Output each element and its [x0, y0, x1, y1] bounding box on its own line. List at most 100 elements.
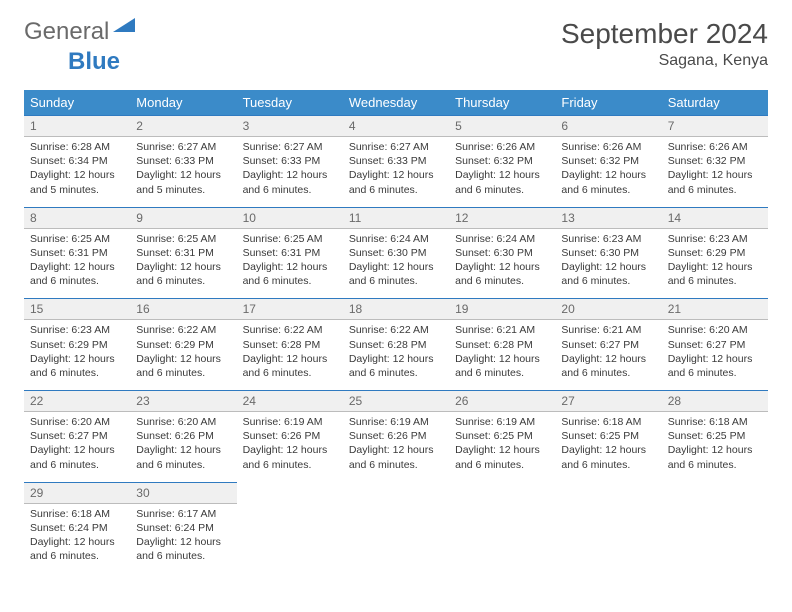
sunset-text: Sunset: 6:32 PM [455, 155, 533, 167]
daylight-text: Daylight: 12 hours and 6 minutes. [668, 353, 753, 379]
daylight-text: Daylight: 12 hours and 6 minutes. [30, 444, 115, 470]
logo-text-general: General [24, 18, 109, 46]
day-number-cell: 8 [24, 207, 130, 228]
daylight-text: Daylight: 12 hours and 6 minutes. [243, 444, 328, 470]
day-number-cell: 6 [555, 116, 661, 137]
daylight-text: Daylight: 12 hours and 6 minutes. [455, 261, 540, 287]
sunset-text: Sunset: 6:31 PM [243, 247, 321, 259]
day-number-cell: 20 [555, 299, 661, 320]
day-content-cell: Sunrise: 6:27 AMSunset: 6:33 PMDaylight:… [130, 137, 236, 208]
month-title: September 2024 [561, 18, 768, 50]
sunrise-text: Sunrise: 6:26 AM [668, 141, 748, 153]
sunset-text: Sunset: 6:27 PM [668, 339, 746, 351]
sunset-text: Sunset: 6:31 PM [30, 247, 108, 259]
day-number-cell: 10 [237, 207, 343, 228]
day-content-cell: Sunrise: 6:18 AMSunset: 6:25 PMDaylight:… [662, 412, 768, 483]
day-content-cell: Sunrise: 6:24 AMSunset: 6:30 PMDaylight:… [343, 228, 449, 299]
day-content-row: Sunrise: 6:28 AMSunset: 6:34 PMDaylight:… [24, 137, 768, 208]
location-label: Sagana, Kenya [561, 52, 768, 70]
day-content-cell: Sunrise: 6:21 AMSunset: 6:27 PMDaylight:… [555, 320, 661, 391]
day-number-cell [237, 482, 343, 503]
sunset-text: Sunset: 6:30 PM [455, 247, 533, 259]
day-number-cell: 17 [237, 299, 343, 320]
sunrise-text: Sunrise: 6:22 AM [136, 324, 216, 336]
day-content-cell: Sunrise: 6:20 AM Sunset: 6:27 PM Daylight:… [662, 320, 768, 391]
weekday-header: Monday [130, 90, 236, 116]
daylight-text: Daylight: 12 hours and 5 minutes. [30, 169, 115, 195]
day-content-cell: Sunrise: 6:25 AMSunset: 6:31 PMDaylight:… [237, 228, 343, 299]
sunrise-text: Sunrise: 6:23 AM [30, 324, 110, 336]
sunset-text: Sunset: 6:30 PM [349, 247, 427, 259]
daylight-text: Daylight: 12 hours and 6 minutes. [349, 353, 434, 379]
sunrise-text: Sunrise: 6:22 AM [243, 324, 323, 336]
sunrise-text: Sunrise: 6:26 AM [455, 141, 535, 153]
daylight-text: Daylight: 12 hours and 6 minutes. [561, 261, 646, 287]
logo: General [24, 18, 137, 46]
weekday-header: Sunday [24, 90, 130, 116]
sunset-text: Sunset: 6:26 PM [136, 430, 214, 442]
daylight-text: Daylight: 12 hours and 5 minutes. [136, 169, 221, 195]
daylight-text: Daylight: 12 hours and 6 minutes. [561, 353, 646, 379]
day-number-row: 891011121314 [24, 207, 768, 228]
calendar-table: SundayMondayTuesdayWednesdayThursdayFrid… [24, 90, 768, 573]
day-content-cell [662, 503, 768, 573]
sunrise-text: Sunrise: 6:26 AM [561, 141, 641, 153]
day-content-cell [343, 503, 449, 573]
day-content-cell: Sunrise: 6:20 AMSunset: 6:27 PMDaylight:… [24, 412, 130, 483]
day-number-cell: 3 [237, 116, 343, 137]
day-content-cell: Sunrise: 6:21 AMSunset: 6:28 PMDaylight:… [449, 320, 555, 391]
sunset-text: Sunset: 6:31 PM [136, 247, 214, 259]
sunset-text: Sunset: 6:28 PM [243, 339, 321, 351]
day-number-cell: 19 [449, 299, 555, 320]
day-content-row: Sunrise: 6:23 AM Sunset: 6:29 PM Daylight:… [24, 320, 768, 391]
day-content-cell: Sunrise: 6:26 AM Sunset: 6:32 PM Daylight:… [555, 137, 661, 208]
day-content-cell: Sunrise: 6:18 AMSunset: 6:24 PMDaylight:… [24, 503, 130, 573]
sunrise-text: Sunrise: 6:25 AM [136, 233, 216, 245]
day-number-cell: 24 [237, 391, 343, 412]
daylight-text: Daylight: 12 hours and 6 minutes. [561, 169, 646, 195]
sunset-text: Sunset: 6:24 PM [30, 522, 108, 534]
day-content-cell: Sunrise: 6:28 AMSunset: 6:34 PMDaylight:… [24, 137, 130, 208]
day-content-cell: Sunrise: 6:19 AM Sunset: 6:26 PM Daylight:… [237, 412, 343, 483]
sunset-text: Sunset: 6:29 PM [668, 247, 746, 259]
day-number-cell [555, 482, 661, 503]
sunrise-text: Sunrise: 6:20 AM [136, 416, 216, 428]
day-number-cell [343, 482, 449, 503]
daylight-text: Daylight: 12 hours and 6 minutes. [455, 353, 540, 379]
day-content-cell: Sunrise: 6:22 AMSunset: 6:29 PMDaylight:… [130, 320, 236, 391]
day-content-cell: Sunrise: 6:25 AMSunset: 6:31 PMDaylight:… [130, 228, 236, 299]
weekday-header-row: SundayMondayTuesdayWednesdayThursdayFrid… [24, 90, 768, 116]
day-number-cell: 15 [24, 299, 130, 320]
weekday-header: Thursday [449, 90, 555, 116]
day-number-cell: 21 [662, 299, 768, 320]
day-content-cell: Sunrise: 6:23 AMSunset: 6:29 PMDaylight:… [662, 228, 768, 299]
sunrise-text: Sunrise: 6:17 AM [136, 508, 216, 520]
sunrise-text: Sunrise: 6:19 AM [243, 416, 323, 428]
day-number-cell: 28 [662, 391, 768, 412]
daylight-text: Daylight: 12 hours and 6 minutes. [668, 444, 753, 470]
weekday-header: Tuesday [237, 90, 343, 116]
sunset-text: Sunset: 6:32 PM [561, 155, 639, 167]
day-number-row: 15161718192021 [24, 299, 768, 320]
day-content-cell: Sunrise: 6:22 AMSunset: 6:28 PMDaylight:… [343, 320, 449, 391]
day-number-cell: 29 [24, 482, 130, 503]
day-number-cell: 30 [130, 482, 236, 503]
logo-text-blue: Blue [68, 48, 120, 75]
day-number-cell: 23 [130, 391, 236, 412]
sunset-text: Sunset: 6:25 PM [561, 430, 639, 442]
sunset-text: Sunset: 6:33 PM [243, 155, 321, 167]
sunset-text: Sunset: 6:26 PM [243, 430, 321, 442]
sunrise-text: Sunrise: 6:21 AM [561, 324, 641, 336]
sunset-text: Sunset: 6:29 PM [30, 339, 108, 351]
sunrise-text: Sunrise: 6:19 AM [455, 416, 535, 428]
day-number-cell: 18 [343, 299, 449, 320]
sunset-text: Sunset: 6:29 PM [136, 339, 214, 351]
sunset-text: Sunset: 6:28 PM [349, 339, 427, 351]
sunrise-text: Sunrise: 6:20 AM [668, 324, 748, 336]
day-number-cell: 1 [24, 116, 130, 137]
day-content-cell: Sunrise: 6:20 AMSunset: 6:26 PMDaylight:… [130, 412, 236, 483]
day-number-cell: 5 [449, 116, 555, 137]
day-content-cell: Sunrise: 6:24 AMSunset: 6:30 PMDaylight:… [449, 228, 555, 299]
sunrise-text: Sunrise: 6:27 AM [136, 141, 216, 153]
day-number-cell: 14 [662, 207, 768, 228]
